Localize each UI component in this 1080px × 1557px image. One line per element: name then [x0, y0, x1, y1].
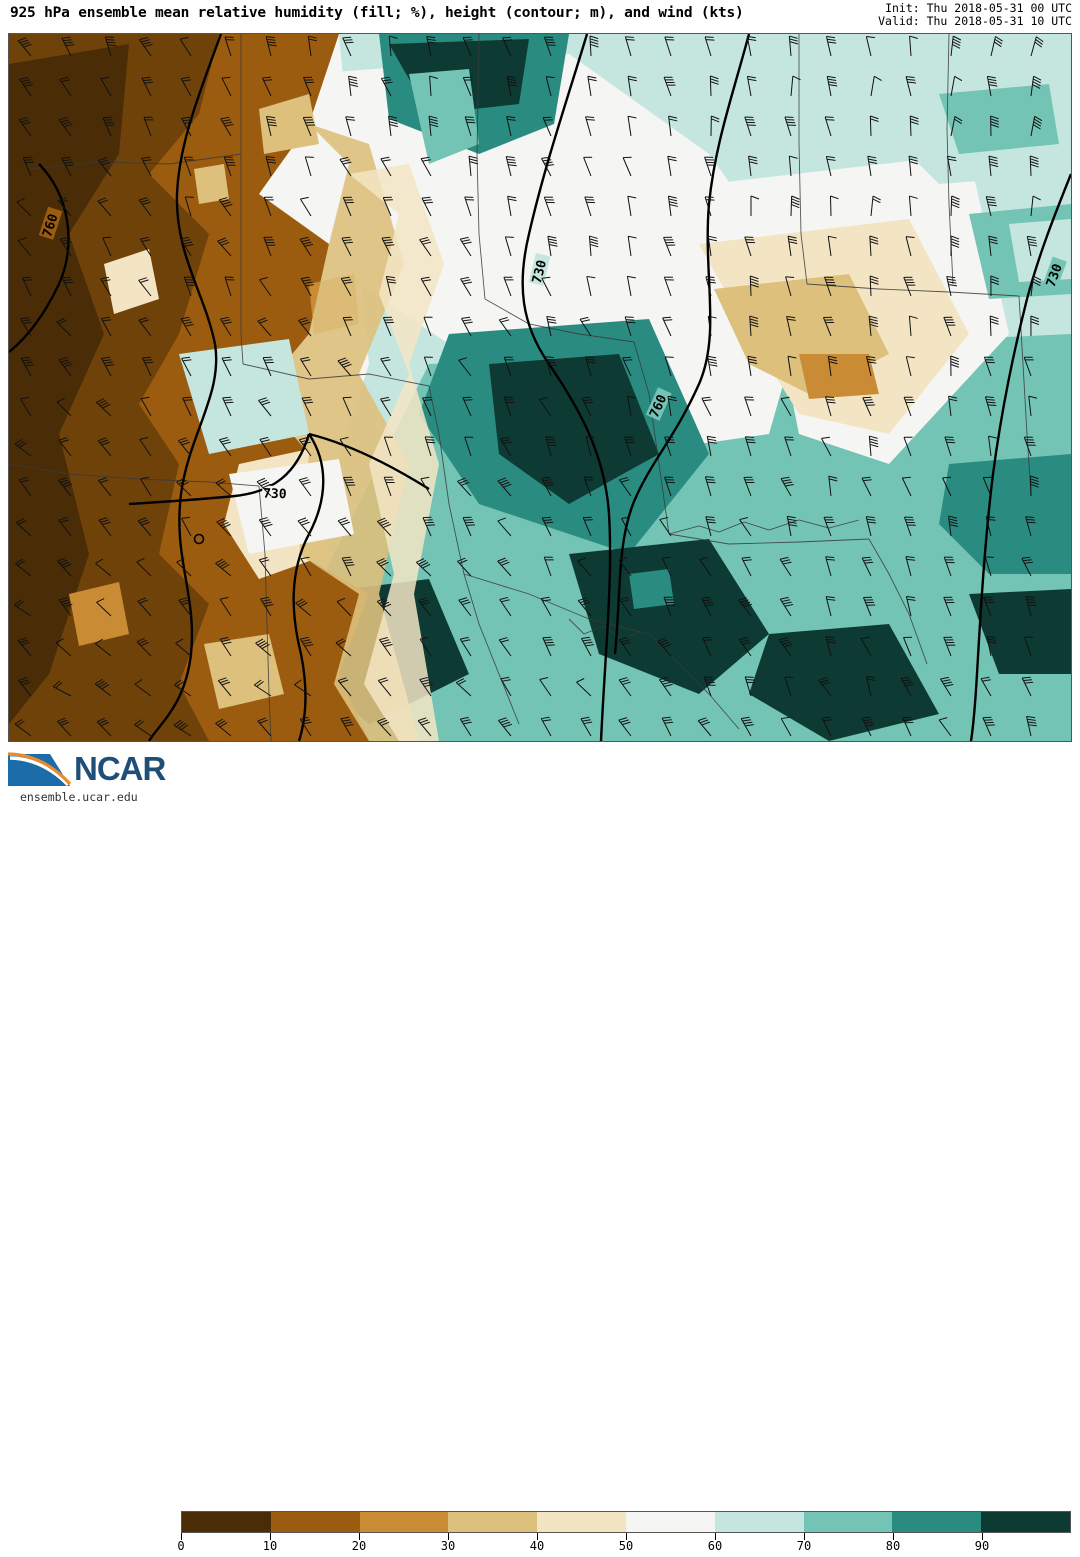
svg-text:730: 730: [263, 487, 287, 503]
colorbar-tick-label: 20: [352, 1539, 366, 1553]
colorbar-segment-6: [715, 1512, 804, 1532]
colorbar[interactable]: [181, 1511, 1071, 1533]
colorbar-segment-5: [626, 1512, 715, 1532]
colorbar-segment-7: [804, 1512, 893, 1532]
colorbar-tick-label: 70: [797, 1539, 811, 1553]
colorbar-segment-0: [182, 1512, 271, 1532]
colorbar-tick-label: 40: [530, 1539, 544, 1553]
ncar-logo-mark: [6, 752, 72, 790]
map-canvas[interactable]: 760 730 760 730 730: [8, 33, 1072, 742]
colorbar-tick-label: 60: [708, 1539, 722, 1553]
colorbar-segment-1: [271, 1512, 360, 1532]
colorbar-segment-4: [537, 1512, 626, 1532]
page-title: 925 hPa ensemble mean relative humidity …: [10, 5, 744, 21]
colorbar-segment-9: [981, 1512, 1070, 1532]
ncar-logo[interactable]: NCAR ensemble.ucar.edu: [6, 752, 176, 804]
map-graphic: 760 730 760 730 730: [9, 34, 1071, 741]
colorbar-tick-label: 90: [975, 1539, 989, 1553]
colorbar-segment-2: [360, 1512, 449, 1532]
colorbar-tick-label: 80: [886, 1539, 900, 1553]
colorbar-tick-label: 0: [177, 1539, 184, 1553]
colorbar-tick-label: 50: [619, 1539, 633, 1553]
timestamp-block: Init: Thu 2018-05-31 00 UTC Valid: Thu 2…: [878, 2, 1072, 28]
colorbar-tick-label: 30: [441, 1539, 455, 1553]
colorbar-segment-8: [892, 1512, 981, 1532]
valid-time: Valid: Thu 2018-05-31 10 UTC: [878, 15, 1072, 28]
colorbar-segment-3: [448, 1512, 537, 1532]
ncar-logo-text: NCAR: [74, 750, 165, 788]
ncar-url: ensemble.ucar.edu: [20, 790, 138, 804]
colorbar-tick-label: 10: [263, 1539, 277, 1553]
weather-map-page: 925 hPa ensemble mean relative humidity …: [0, 0, 1080, 810]
